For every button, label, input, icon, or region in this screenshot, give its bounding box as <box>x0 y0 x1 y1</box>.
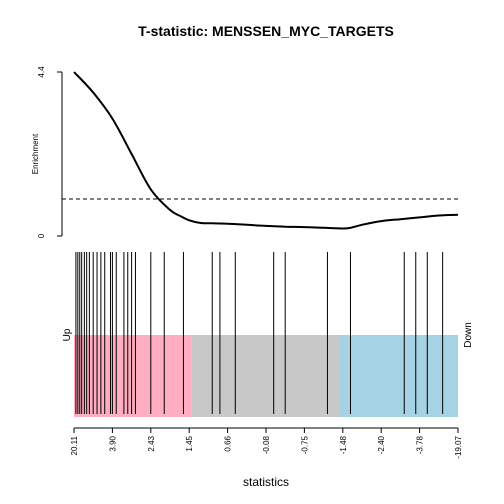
chart-title: T-statistic: MENSSEN_MYC_TARGETS <box>138 23 394 39</box>
x-axis: 20.11 3.90 2.43 1.45 0.66 -0.08 -0.75 -1.48 -2.4… <box>70 427 463 489</box>
x-tick-label: 3.90 <box>108 435 117 451</box>
x-tick-label: 1.45 <box>185 435 194 451</box>
x-axis-title: statistics <box>243 475 289 489</box>
x-tick-label: -0.75 <box>300 435 309 454</box>
x-tick-label: 2.43 <box>147 435 156 451</box>
barcode-panel: Up Down <box>62 252 474 417</box>
x-tick-label: -19.07 <box>454 435 463 458</box>
x-tick-label: -0.08 <box>262 435 271 454</box>
down-label: Down <box>463 322 474 348</box>
x-tick-label: 20.11 <box>70 435 79 455</box>
band-1 <box>191 335 339 417</box>
band-2 <box>338 335 458 417</box>
x-tick-label: -2.40 <box>377 435 386 454</box>
band-0 <box>74 335 192 417</box>
y-tick-label-top: 4.4 <box>37 66 46 78</box>
y-axis-title: Enrichment <box>31 133 40 174</box>
enrichment-curve <box>73 71 459 230</box>
x-tick-label: -1.48 <box>339 435 348 454</box>
x-tick-label: 0.66 <box>224 435 233 451</box>
y-tick-label-bottom: 0 <box>37 233 46 238</box>
up-label: Up <box>62 328 73 341</box>
enrichment-panel: 4.4 0 Enrichment <box>31 66 459 238</box>
x-tick-label: -3.78 <box>416 435 425 454</box>
